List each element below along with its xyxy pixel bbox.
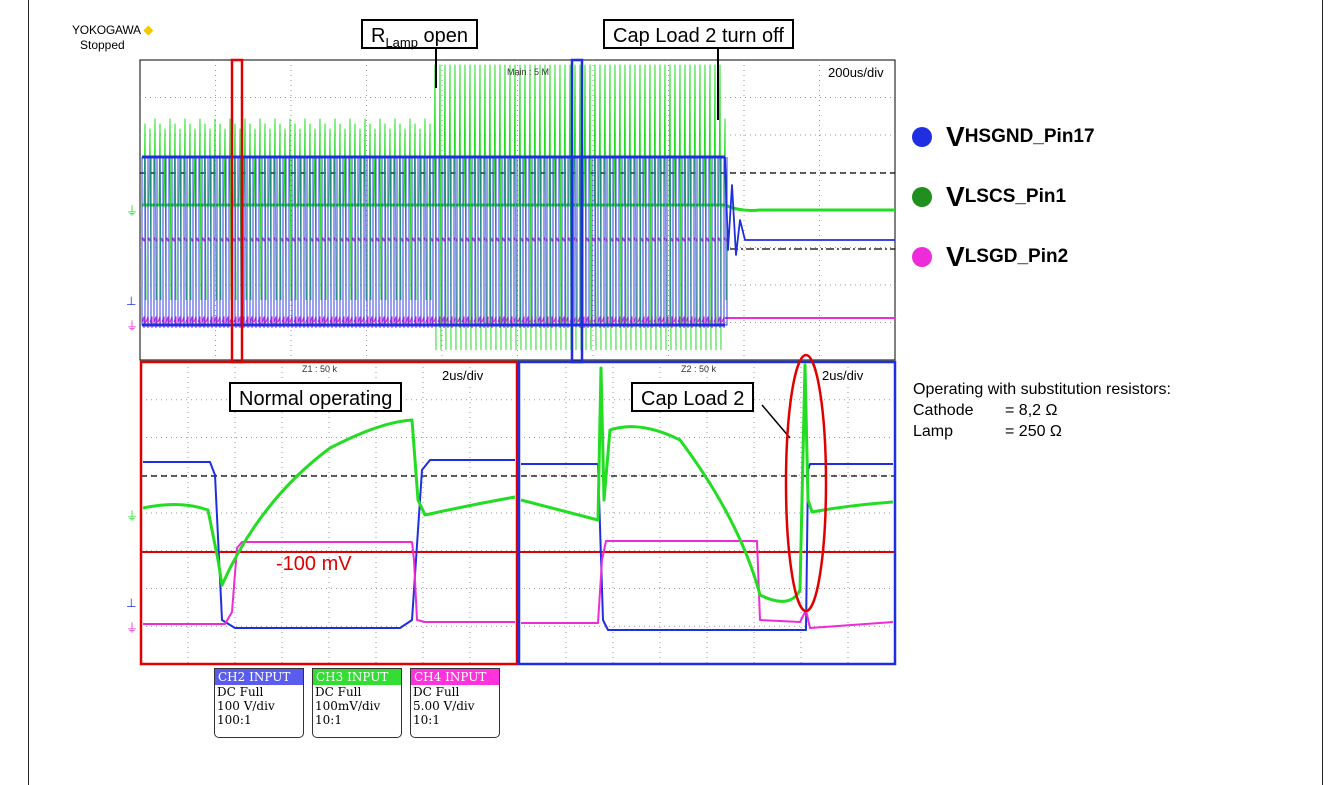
main-zoom-label: Main : 5 M — [507, 67, 550, 77]
legend-item-lsgd: V LSGD_Pin2 — [912, 227, 1095, 287]
legend-main: V — [946, 121, 965, 152]
trace-blue-zoom1 — [143, 459, 515, 629]
zoom1-label: Z1 : 50 k — [302, 364, 338, 374]
legend-dot-icon — [912, 247, 932, 267]
zoom-grid — [140, 361, 896, 665]
main-traces: ⏚ ⊥ ⏚ — [126, 64, 895, 351]
brand-name: YOKOGAWA — [72, 23, 141, 37]
zoom2-frame — [517, 360, 897, 666]
legend-main: V — [946, 181, 965, 212]
ground-marker-icon: ⏚ — [126, 621, 138, 635]
ground-marker-icon: ⏚ — [126, 509, 138, 523]
channel-probe: 10:1 — [315, 713, 342, 727]
ground-marker-icon: ⏚ — [126, 319, 138, 333]
channel-coupling: DC Full — [315, 685, 362, 699]
channel-coupling: DC Full — [413, 685, 460, 699]
legend-item-lscs: V LSCS_Pin1 — [912, 167, 1095, 227]
legend-sub: LSGD_Pin2 — [964, 246, 1069, 267]
legend-sub: LSCS_Pin1 — [964, 186, 1067, 207]
rlamp-main: R — [371, 25, 386, 47]
legend-item-hsgnd: V HSGND_Pin17 — [912, 107, 1095, 167]
note-row-cathode: Cathode = 8,2 Ω — [913, 400, 1203, 421]
legend-sub: HSGND_Pin17 — [964, 126, 1095, 147]
acquisition-status: Stopped — [80, 38, 125, 52]
legend: V HSGND_Pin17 V LSCS_Pin1 V LSGD_Pin2 — [912, 107, 1095, 287]
channel-name: CH2 INPUT — [215, 669, 303, 685]
channel-probe: 100:1 — [217, 713, 252, 727]
channel-probe: 10:1 — [413, 713, 440, 727]
trace-green-zoom1 — [142, 418, 516, 587]
note-label: Lamp — [913, 423, 954, 440]
zoom1-timebase: 2us/div — [440, 368, 486, 383]
trace-blue-main-tail — [724, 156, 895, 256]
brand-logo: YOKOGAWA ◆ — [72, 22, 153, 38]
zoom2-label: Z2 : 50 k — [681, 364, 717, 374]
channel-scale: 100mV/div — [315, 699, 381, 713]
zoom1-frame — [139, 360, 519, 666]
rlamp-sub: Lamp — [385, 35, 418, 50]
trace-green-main-flat — [724, 203, 895, 212]
trigger-marker-icon: ⊥ — [126, 596, 136, 610]
zoom2-timebase: 2us/div — [820, 368, 866, 383]
note-title: Operating with substitution resistors: — [913, 381, 1171, 398]
channel-name: CH4 INPUT — [411, 669, 499, 685]
cap-load-callout: Cap Load 2 — [631, 382, 755, 412]
channel-scale: 100 V/div — [217, 699, 275, 713]
note-value: = 8,2 Ω — [1005, 402, 1058, 419]
threshold-label: -100 mV — [276, 553, 352, 575]
normal-operating-callout: Normal operating — [229, 382, 403, 412]
main-timebase: 200us/div — [826, 65, 886, 80]
trigger-marker-icon: ⊥ — [126, 294, 136, 308]
capload-connector — [761, 404, 791, 439]
note-value: = 250 Ω — [1005, 423, 1062, 440]
trace-pink-zoom1 — [143, 541, 515, 625]
trace-blue-main-rails — [142, 155, 725, 327]
cap-turn-off-callout: Cap Load 2 turn off — [603, 19, 794, 49]
channel-box-ch2: CH2 INPUT DC Full 100 V/div 100:1 — [214, 668, 304, 738]
trace-pink-zoom2 — [521, 540, 894, 629]
note-label: Cathode — [913, 402, 974, 419]
trace-green-main-spikes — [143, 64, 727, 351]
channel-box-ch4: CH4 INPUT DC Full 5.00 V/div 10:1 — [410, 668, 500, 738]
channel-name: CH3 INPUT — [313, 669, 401, 685]
channel-coupling: DC Full — [217, 685, 264, 699]
zoom-traces: ⏚ ⊥ ⏚ — [126, 363, 894, 635]
legend-dot-icon — [912, 127, 932, 147]
overlays — [139, 49, 897, 666]
channel-box-ch3: CH3 INPUT DC Full 100mV/div 10:1 — [312, 668, 402, 738]
legend-main: V — [946, 241, 965, 272]
trace-green-zoom2 — [520, 363, 894, 603]
legend-dot-icon — [912, 187, 932, 207]
ground-marker-icon: ⏚ — [126, 204, 138, 218]
brand-diamond-icon: ◆ — [143, 22, 154, 37]
channel-scale: 5.00 V/div — [413, 699, 475, 713]
operating-note: Operating with substitution resistors: C… — [913, 379, 1203, 442]
page-frame — [28, 0, 1323, 785]
spike-highlight — [784, 353, 828, 613]
rlamp-open-callout: RLamp open — [361, 19, 479, 50]
rlamp-suffix: open — [417, 25, 469, 47]
note-row-lamp: Lamp = 250 Ω — [913, 421, 1203, 442]
